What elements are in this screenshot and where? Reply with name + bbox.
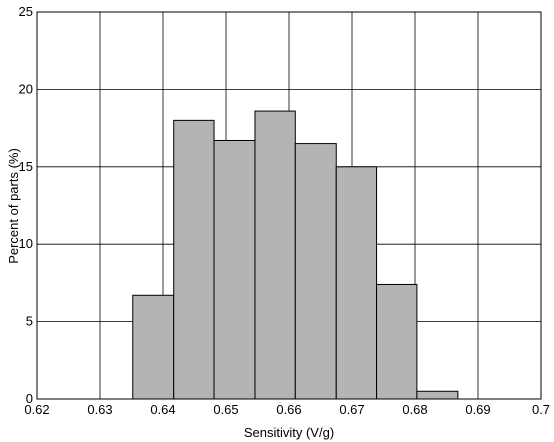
x-tick-label: 0.65 <box>213 402 238 417</box>
x-tick-label: 0.62 <box>24 402 49 417</box>
bar <box>132 294 175 400</box>
y-tick-label: 15 <box>19 159 33 174</box>
x-tick-label: 0.67 <box>339 402 364 417</box>
y-axis-label: Percent of parts (%) <box>6 148 21 264</box>
x-axis-label: Sensitivity (V/g) <box>244 425 334 440</box>
plot-frame <box>36 11 542 400</box>
bar <box>335 166 378 400</box>
x-tick-label: 0.7 <box>532 402 550 417</box>
bar <box>173 119 215 400</box>
y-tick-label: 10 <box>19 236 33 251</box>
bar <box>376 283 418 400</box>
y-tick-label: 25 <box>19 4 33 19</box>
x-tick-label: 0.68 <box>402 402 427 417</box>
bar <box>294 143 337 400</box>
x-tick-label: 0.69 <box>465 402 490 417</box>
bar <box>416 390 459 400</box>
y-tick-label: 5 <box>26 314 33 329</box>
bar <box>213 139 256 400</box>
x-tick-label: 0.63 <box>87 402 112 417</box>
y-tick-label: 0 <box>26 391 33 406</box>
x-tick-label: 0.66 <box>276 402 301 417</box>
x-tick-label: 0.64 <box>150 402 175 417</box>
y-tick-label: 20 <box>19 81 33 96</box>
bar <box>254 110 296 400</box>
